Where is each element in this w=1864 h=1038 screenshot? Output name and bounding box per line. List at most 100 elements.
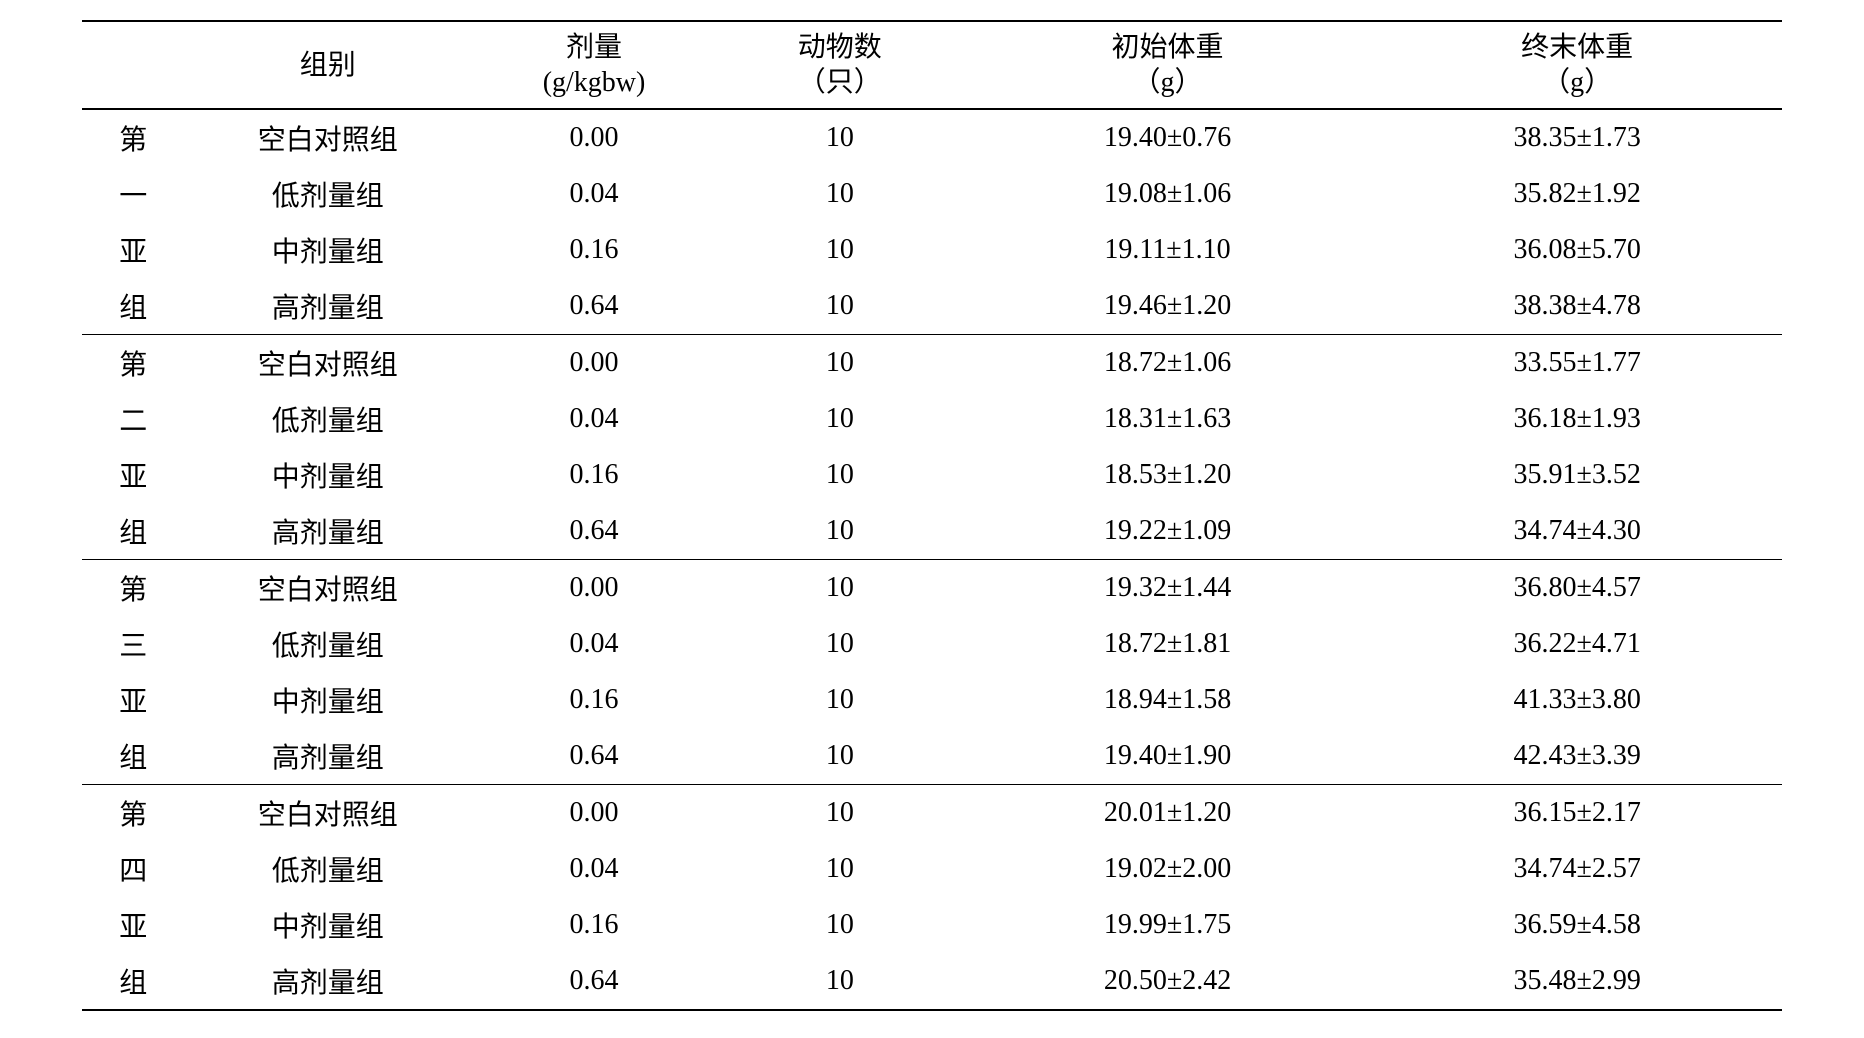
cell-animals: 10 (717, 841, 963, 897)
cell-dose: 0.00 (471, 560, 717, 617)
cell-init-weight: 18.72±1.06 (963, 335, 1373, 392)
cell-dose: 0.04 (471, 616, 717, 672)
cell-animals: 10 (717, 166, 963, 222)
cell-group: 中剂量组 (184, 447, 471, 503)
cell-dose: 0.00 (471, 785, 717, 842)
cell-group: 高剂量组 (184, 953, 471, 1010)
cell-init-weight: 19.11±1.10 (963, 222, 1373, 278)
cell-dose: 0.16 (471, 222, 717, 278)
subgroup-label-char: 组 (82, 728, 184, 785)
cell-final-weight: 36.15±2.17 (1372, 785, 1782, 842)
cell-animals: 10 (717, 953, 963, 1010)
cell-final-weight: 33.55±1.77 (1372, 335, 1782, 392)
table-row: 组高剂量组0.641019.22±1.0934.74±4.30 (82, 503, 1782, 560)
cell-dose: 0.04 (471, 166, 717, 222)
table-row: 亚中剂量组0.161019.11±1.1036.08±5.70 (82, 222, 1782, 278)
cell-animals: 10 (717, 447, 963, 503)
cell-init-weight: 19.99±1.75 (963, 897, 1373, 953)
header-animals-line1: 动物数 (727, 30, 953, 65)
cell-init-weight: 20.50±2.42 (963, 953, 1373, 1010)
cell-group: 高剂量组 (184, 278, 471, 335)
cell-init-weight: 18.53±1.20 (963, 447, 1373, 503)
table-row: 四低剂量组0.041019.02±2.0034.74±2.57 (82, 841, 1782, 897)
cell-animals: 10 (717, 616, 963, 672)
cell-final-weight: 42.43±3.39 (1372, 728, 1782, 785)
cell-group: 低剂量组 (184, 841, 471, 897)
cell-animals: 10 (717, 897, 963, 953)
cell-animals: 10 (717, 672, 963, 728)
bodyweight-table-container: 组别 剂量 (g/kgbw) 动物数 （只） 初始体重 （g） 终末体重 （g） (82, 20, 1782, 1011)
cell-group: 高剂量组 (184, 728, 471, 785)
cell-init-weight: 19.46±1.20 (963, 278, 1373, 335)
cell-init-weight: 19.40±0.76 (963, 109, 1373, 166)
table-row: 组高剂量组0.641019.46±1.2038.38±4.78 (82, 278, 1782, 335)
cell-animals: 10 (717, 335, 963, 392)
header-animals: 动物数 （只） (717, 21, 963, 109)
cell-final-weight: 35.91±3.52 (1372, 447, 1782, 503)
table-row: 一低剂量组0.041019.08±1.0635.82±1.92 (82, 166, 1782, 222)
table-row: 第空白对照组0.001018.72±1.0633.55±1.77 (82, 335, 1782, 392)
subgroup-label-char: 第 (82, 109, 184, 166)
cell-final-weight: 38.38±4.78 (1372, 278, 1782, 335)
cell-group: 空白对照组 (184, 335, 471, 392)
cell-dose: 0.16 (471, 672, 717, 728)
cell-dose: 0.16 (471, 897, 717, 953)
cell-final-weight: 34.74±2.57 (1372, 841, 1782, 897)
header-dose-line2: (g/kgbw) (481, 65, 707, 100)
subgroup-label-char: 亚 (82, 897, 184, 953)
subgroup-label-char: 第 (82, 335, 184, 392)
bodyweight-table: 组别 剂量 (g/kgbw) 动物数 （只） 初始体重 （g） 终末体重 （g） (82, 20, 1782, 1011)
cell-dose: 0.64 (471, 728, 717, 785)
subgroup-label-char: 一 (82, 166, 184, 222)
cell-init-weight: 19.02±2.00 (963, 841, 1373, 897)
cell-init-weight: 19.32±1.44 (963, 560, 1373, 617)
cell-group: 中剂量组 (184, 672, 471, 728)
cell-group: 低剂量组 (184, 166, 471, 222)
header-final-weight: 终末体重 （g） (1372, 21, 1782, 109)
cell-animals: 10 (717, 278, 963, 335)
cell-animals: 10 (717, 109, 963, 166)
cell-group: 中剂量组 (184, 222, 471, 278)
subgroup-label-char: 组 (82, 278, 184, 335)
table-row: 亚中剂量组0.161019.99±1.7536.59±4.58 (82, 897, 1782, 953)
cell-init-weight: 18.94±1.58 (963, 672, 1373, 728)
header-row: 组别 剂量 (g/kgbw) 动物数 （只） 初始体重 （g） 终末体重 （g） (82, 21, 1782, 109)
cell-group: 中剂量组 (184, 897, 471, 953)
subgroup-label-char: 三 (82, 616, 184, 672)
subgroup-label-char: 第 (82, 560, 184, 617)
table-row: 三低剂量组0.041018.72±1.8136.22±4.71 (82, 616, 1782, 672)
cell-dose: 0.64 (471, 278, 717, 335)
cell-init-weight: 18.72±1.81 (963, 616, 1373, 672)
cell-dose: 0.00 (471, 335, 717, 392)
cell-group: 高剂量组 (184, 503, 471, 560)
cell-dose: 0.04 (471, 841, 717, 897)
cell-dose: 0.64 (471, 503, 717, 560)
subgroup-label-char: 第 (82, 785, 184, 842)
cell-group: 空白对照组 (184, 560, 471, 617)
cell-animals: 10 (717, 785, 963, 842)
subgroup-label-char: 亚 (82, 672, 184, 728)
table-row: 第空白对照组0.001019.32±1.4436.80±4.57 (82, 560, 1782, 617)
cell-final-weight: 36.18±1.93 (1372, 391, 1782, 447)
cell-final-weight: 34.74±4.30 (1372, 503, 1782, 560)
cell-dose: 0.00 (471, 109, 717, 166)
header-initw-line2: （g） (973, 65, 1363, 100)
cell-animals: 10 (717, 391, 963, 447)
header-initw-line1: 初始体重 (973, 30, 1363, 65)
subgroup-label-char: 四 (82, 841, 184, 897)
cell-final-weight: 41.33±3.80 (1372, 672, 1782, 728)
cell-dose: 0.04 (471, 391, 717, 447)
cell-dose: 0.16 (471, 447, 717, 503)
cell-group: 空白对照组 (184, 109, 471, 166)
subgroup-label-char: 组 (82, 953, 184, 1010)
table-row: 亚中剂量组0.161018.94±1.5841.33±3.80 (82, 672, 1782, 728)
cell-animals: 10 (717, 222, 963, 278)
table-row: 组高剂量组0.641020.50±2.4235.48±2.99 (82, 953, 1782, 1010)
header-group: 组别 (184, 21, 471, 109)
cell-final-weight: 36.08±5.70 (1372, 222, 1782, 278)
cell-final-weight: 35.48±2.99 (1372, 953, 1782, 1010)
cell-group: 低剂量组 (184, 616, 471, 672)
cell-dose: 0.64 (471, 953, 717, 1010)
cell-final-weight: 38.35±1.73 (1372, 109, 1782, 166)
cell-animals: 10 (717, 560, 963, 617)
